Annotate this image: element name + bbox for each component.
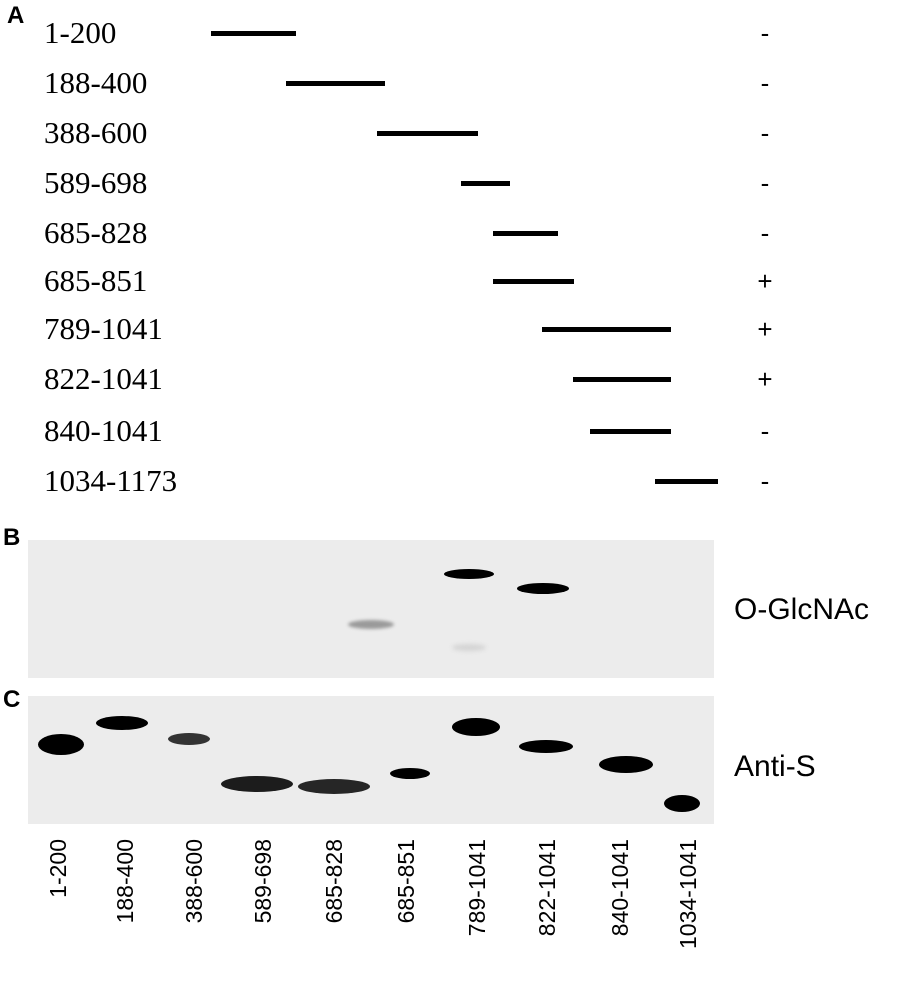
panel-letter-b: B <box>3 524 21 551</box>
lane-label: 685-828 <box>321 839 347 924</box>
blot-band <box>599 756 653 773</box>
fragment-label: 685-851 <box>44 263 148 298</box>
fragment-label: 789-1041 <box>44 311 163 346</box>
blot-band <box>38 734 84 755</box>
blot-band <box>390 768 430 779</box>
fragment-label: 1-200 <box>44 15 117 50</box>
lane-label: 589-698 <box>250 839 276 924</box>
fragment-result: - <box>760 68 770 98</box>
blot-band <box>664 795 700 812</box>
fragment-bar <box>493 231 558 236</box>
fragment-bar <box>655 479 718 484</box>
fragment-bar <box>211 31 296 36</box>
fragment-row: 589-698 - <box>0 166 907 216</box>
fragment-result: + <box>757 314 773 344</box>
fragment-bar <box>590 429 671 434</box>
fragment-bar <box>493 279 574 284</box>
fragment-bar <box>542 327 671 332</box>
lane-label: 822-1041 <box>534 839 560 937</box>
fragment-row: 789-1041 + <box>0 312 907 362</box>
fragment-bar <box>573 377 671 382</box>
blot-band <box>298 779 370 794</box>
fragment-result: - <box>760 466 770 496</box>
blot-band <box>444 569 494 579</box>
blot-band <box>168 733 210 745</box>
blot-band <box>221 776 293 792</box>
lane-label: 685-851 <box>393 839 419 924</box>
o-glcnac-label: O-GlcNAc <box>734 593 869 626</box>
fragment-row: 1034-1173 - <box>0 464 907 514</box>
fragment-label: 822-1041 <box>44 361 163 396</box>
fragment-row: 388-600 - <box>0 116 907 166</box>
fragment-result: + <box>757 364 773 394</box>
fragment-bar <box>461 181 510 186</box>
fragment-row: 188-400 - <box>0 66 907 116</box>
fragment-row: 685-851 + <box>0 264 907 314</box>
lane-label: 789-1041 <box>464 839 490 937</box>
fragment-result: - <box>760 18 770 48</box>
fragment-label: 1034-1173 <box>44 463 178 498</box>
lane-label: 188-400 <box>112 839 138 924</box>
fragment-bar <box>286 81 385 86</box>
lane-label: 1034-1041 <box>675 839 701 949</box>
fragment-result: - <box>760 416 770 446</box>
fragment-row: 822-1041 + <box>0 362 907 412</box>
fragment-label: 685-828 <box>44 215 148 250</box>
lane-label: 840-1041 <box>607 839 633 937</box>
fragment-label: 840-1041 <box>44 413 163 448</box>
panel-letter-a: A <box>7 2 25 29</box>
anti-s-label: Anti-S <box>734 750 816 783</box>
fragment-result: - <box>760 168 770 198</box>
fragment-bar <box>377 131 478 136</box>
fragment-label: 388-600 <box>44 115 148 150</box>
fragment-result: - <box>760 218 770 248</box>
o-glcnac-blot <box>28 540 714 678</box>
blot-band <box>96 716 148 730</box>
anti-s-blot <box>28 696 714 824</box>
lane-label: 388-600 <box>181 839 207 924</box>
fragment-row: 1-200 - <box>0 16 907 66</box>
fragment-result: - <box>760 118 770 148</box>
fragment-label: 589-698 <box>44 165 148 200</box>
blot-band <box>348 620 394 629</box>
fragment-result: + <box>757 266 773 296</box>
lane-label: 1-200 <box>45 839 71 898</box>
fragment-row: 685-828 - <box>0 216 907 266</box>
blot-band <box>452 718 500 736</box>
panel-letter-c: C <box>3 686 21 713</box>
blot-band <box>517 583 569 594</box>
blot-band <box>519 740 573 753</box>
fragment-row: 840-1041 - <box>0 414 907 464</box>
fragment-label: 188-400 <box>44 65 148 100</box>
blot-band <box>452 644 486 651</box>
